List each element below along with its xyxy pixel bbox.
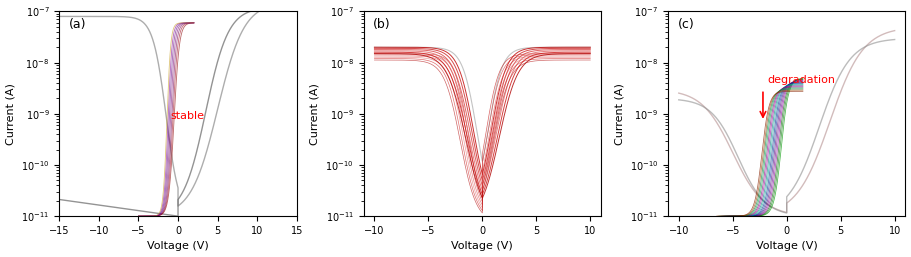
Text: degradation: degradation <box>767 75 835 85</box>
Y-axis label: Current (A): Current (A) <box>614 83 624 145</box>
X-axis label: Voltage (V): Voltage (V) <box>452 241 513 251</box>
X-axis label: Voltage (V): Voltage (V) <box>148 241 209 251</box>
Y-axis label: Current (A): Current (A) <box>5 83 15 145</box>
Y-axis label: Current (A): Current (A) <box>310 83 320 145</box>
X-axis label: Voltage (V): Voltage (V) <box>756 241 817 251</box>
Text: stable: stable <box>170 111 204 121</box>
Text: (a): (a) <box>69 17 87 31</box>
Text: (b): (b) <box>374 17 391 31</box>
Text: (c): (c) <box>678 17 694 31</box>
